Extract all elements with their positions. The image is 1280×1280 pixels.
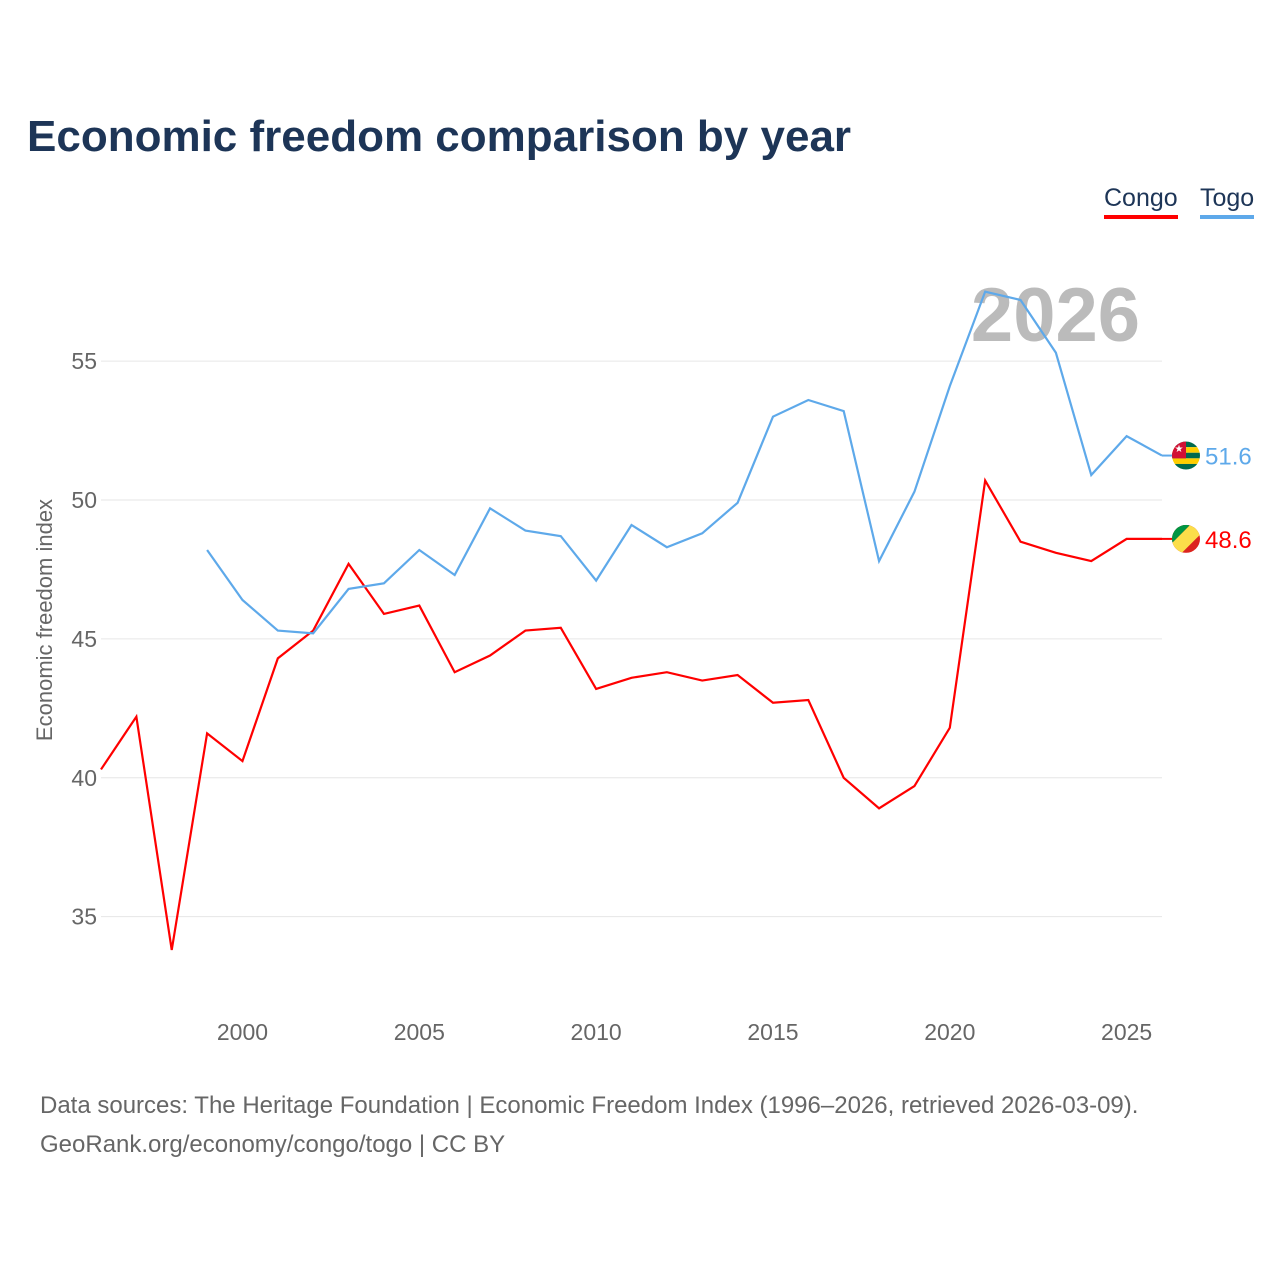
togo-flag-icon: ★ bbox=[1172, 441, 1200, 470]
x-tick-label: 2020 bbox=[924, 1019, 975, 1045]
source-link[interactable]: GeoRank.org/economy/congo/togo | CC BY bbox=[40, 1131, 506, 1158]
congo-flag-icon bbox=[1172, 524, 1200, 553]
x-tick-label: 2015 bbox=[747, 1019, 798, 1045]
y-axis-label: Economic freedom index bbox=[32, 499, 57, 741]
y-tick-label: 55 bbox=[71, 348, 97, 374]
end-value-label-congo: 48.6 bbox=[1205, 527, 1252, 554]
end-value-label-togo: 51.6 bbox=[1205, 444, 1252, 471]
svg-text:★: ★ bbox=[1175, 444, 1184, 455]
x-tick-label: 2025 bbox=[1101, 1019, 1152, 1045]
data-source-text: Data sources: The Heritage Foundation | … bbox=[40, 1092, 1139, 1119]
y-tick-label: 35 bbox=[71, 904, 97, 930]
y-tick-label: 40 bbox=[71, 765, 97, 791]
series-line-togo bbox=[206, 290, 1163, 635]
x-tick-label: 2005 bbox=[394, 1019, 445, 1045]
legend-togo[interactable]: Togo bbox=[1200, 184, 1255, 219]
y-tick-label: 45 bbox=[71, 626, 97, 652]
y-tick-label: 50 bbox=[71, 487, 97, 513]
legend-congo[interactable]: Congo bbox=[1104, 184, 1178, 219]
x-tick-label: 2010 bbox=[571, 1019, 622, 1045]
series-line-congo bbox=[100, 477, 1162, 951]
chart-title: Economic freedom comparison by year bbox=[27, 112, 852, 161]
year-watermark: 2026 bbox=[971, 273, 1140, 358]
x-tick-label: 2000 bbox=[217, 1019, 268, 1045]
footer: Data sources: The Heritage Foundation | … bbox=[40, 1086, 1138, 1164]
